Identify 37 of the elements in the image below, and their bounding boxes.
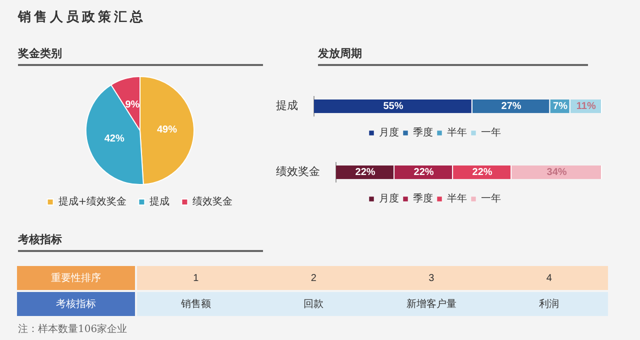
category-label: 销售额 [137,292,255,316]
legend-label: 一年 [481,192,501,205]
text: 考核指标 [18,232,263,252]
legend-label: 半年 [447,192,467,205]
legend-label: 提成+绩效奖金 [58,196,127,208]
category-label: 回款 [254,292,372,316]
legend-label: 季度 [413,192,433,205]
chart-title: 发放周期 [318,46,588,66]
chart-title: 销售人员政策汇总 [18,9,146,26]
legend-label: 一年 [481,126,501,139]
data-label: 3 [372,266,490,290]
legend-label: 半年 [447,126,467,139]
chart-subtitle: 奖金类别 [18,46,263,66]
data-label: 22% [355,167,376,178]
data-label: 1 [137,266,255,290]
data-label: 7% [553,101,568,112]
data-label: 9% [125,99,140,110]
legend-label: 提成 [150,196,170,208]
category-label: 重要性排序 [51,273,101,284]
category-label: 新增客户量 [372,292,490,316]
text: 注：样本数量106家企业 [18,322,128,336]
data-label: 22% [472,167,492,178]
data-label: 55% [383,101,404,112]
data-label: 49% [156,124,178,136]
legend-label: 绩效奖金 [192,196,233,208]
data-label: 42% [104,134,124,145]
data-label: 27% [501,101,522,112]
data-label: 34% [546,167,567,178]
data-label: 4 [490,266,608,290]
legend-label: 季度 [413,126,433,139]
data-label: 22% [414,167,434,178]
legend-label: 月度 [379,192,399,205]
category-label: 利润 [490,292,608,316]
data-label: 2 [254,266,372,290]
data-label: 11% [576,101,596,112]
legend-label: 月度 [379,126,399,139]
category-label: 考核指标 [56,299,96,310]
